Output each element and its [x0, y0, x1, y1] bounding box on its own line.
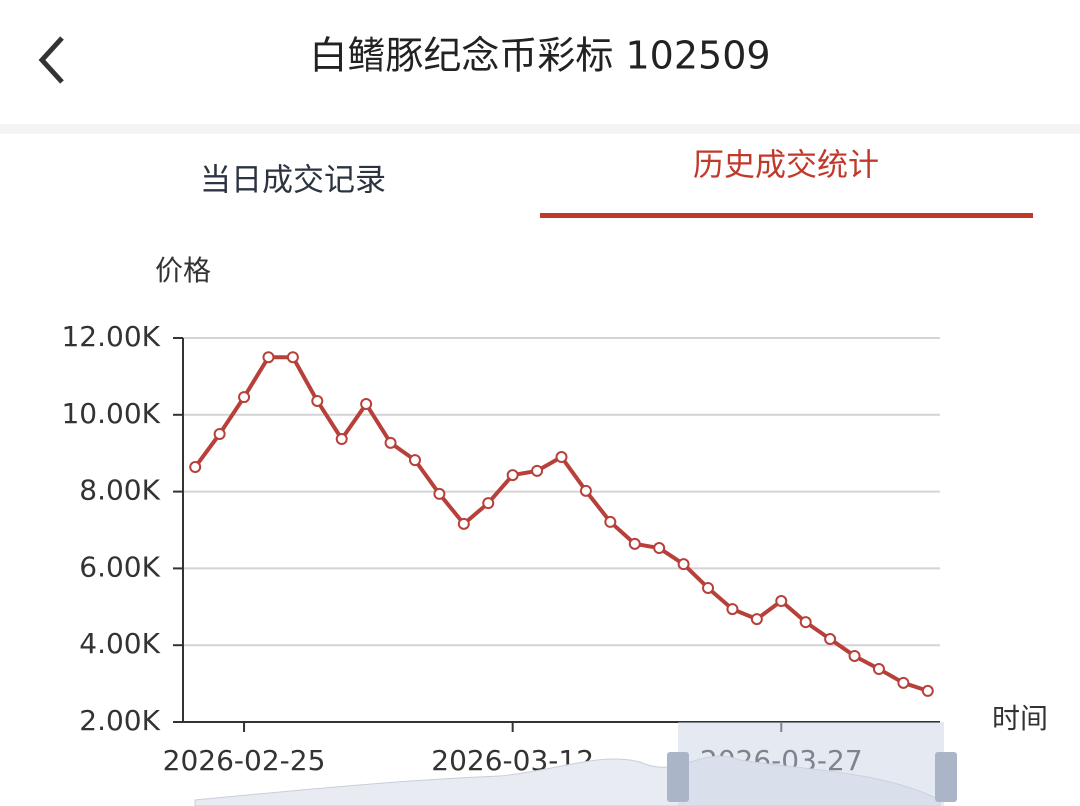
zoom-slider[interactable]: [194, 722, 957, 806]
data-point: [360, 398, 373, 411]
data-point: [286, 351, 299, 364]
data-point: [872, 663, 885, 676]
data-point: [335, 432, 348, 445]
x-axis-label: 时间: [992, 702, 1048, 735]
data-point: [921, 684, 934, 697]
data-point: [555, 451, 568, 464]
data-point: [775, 595, 788, 608]
data-point: [262, 351, 275, 364]
y-tick-label: 6.00K: [79, 550, 160, 583]
data-point: [702, 581, 715, 594]
plot: 2.00K 4.00K 6.00K 8.00K 10.00K 12.00K 2026-02-…: [61, 320, 940, 777]
data-point: [384, 436, 397, 449]
data-point: [677, 558, 690, 571]
data-point: [824, 633, 837, 646]
slider-handle[interactable]: [935, 752, 957, 802]
data-point: [506, 469, 519, 482]
y-axis-label: 价格: [155, 254, 211, 287]
y-tick-label: 2.00K: [79, 704, 160, 737]
data-point: [628, 537, 641, 550]
data-point: [213, 428, 226, 440]
tab-underline: [540, 213, 1033, 218]
data-point: [408, 454, 421, 467]
data-point: [189, 461, 202, 474]
series-line: [193, 355, 929, 693]
data-point: [897, 676, 910, 689]
slider-window[interactable]: [678, 722, 944, 806]
data-point: [750, 613, 763, 626]
data-point: [604, 515, 617, 528]
data-point: [482, 497, 495, 510]
y-tick-label: 8.00K: [79, 474, 160, 507]
y-tick-label: 10.00K: [61, 397, 160, 430]
back-button[interactable]: [38, 36, 64, 84]
y-tick-label: 4.00K: [79, 627, 160, 660]
tab[interactable]: 当日成交记录: [200, 163, 386, 199]
divider: [0, 124, 1080, 134]
data-point: [799, 616, 812, 629]
data-point: [311, 394, 324, 407]
data-point: [238, 391, 251, 404]
page-title: 白鳍豚纪念币彩标 102509: [309, 34, 770, 78]
data-point: [531, 464, 544, 477]
data-point: [433, 487, 446, 500]
tab-active[interactable]: 历史成交统计: [693, 148, 879, 184]
x-tick-label: 2026-02-25: [163, 744, 326, 777]
data-point: [457, 517, 470, 530]
data-point: [848, 649, 861, 662]
y-tick-label: 12.00K: [61, 320, 160, 353]
data-point: [726, 603, 739, 616]
slider-handle[interactable]: [667, 752, 689, 802]
data-point: [579, 484, 592, 497]
data-point: [653, 542, 666, 555]
